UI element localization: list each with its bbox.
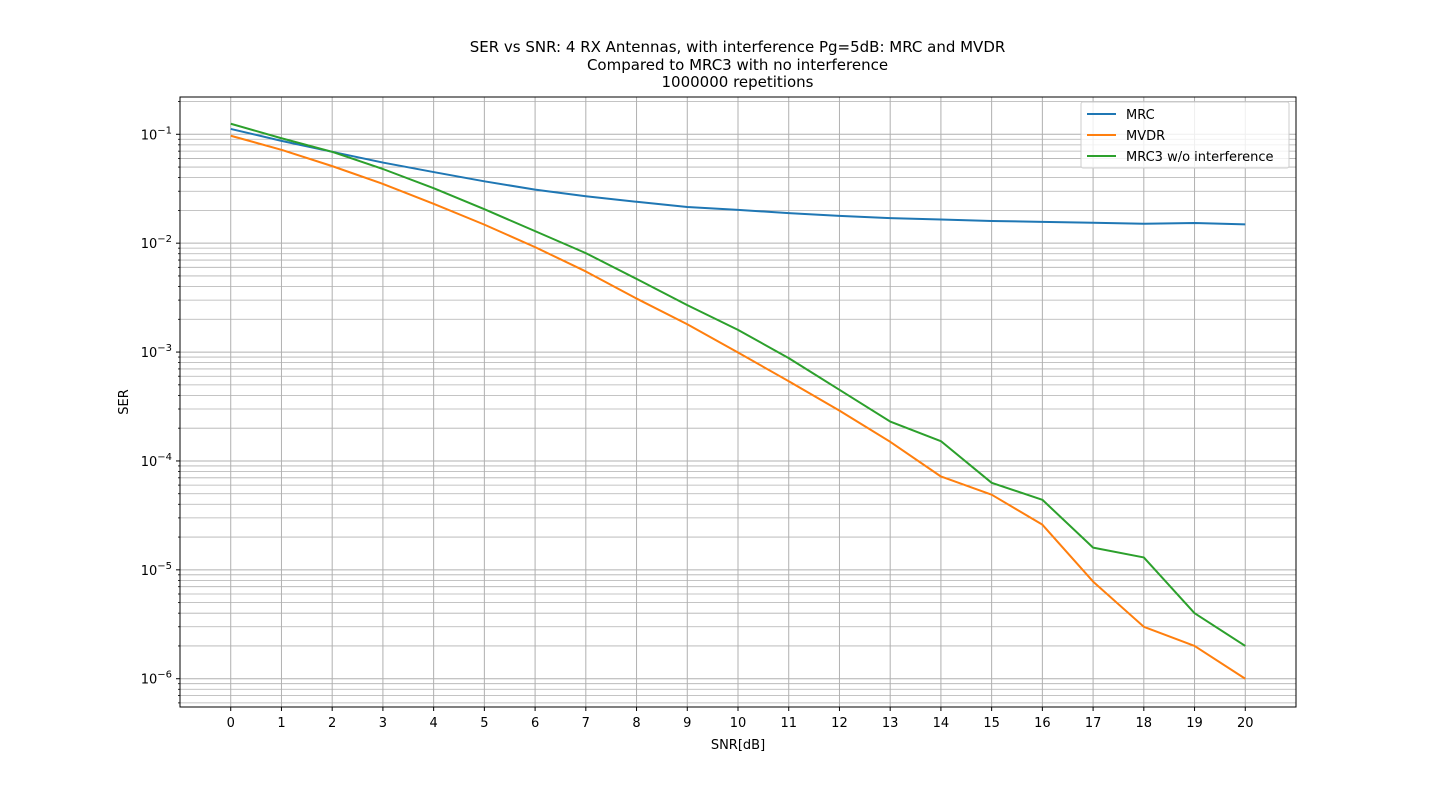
x-tick-label: 18 bbox=[1136, 716, 1153, 731]
x-tick-label: 10 bbox=[730, 716, 747, 731]
y-tick-label: 10−1 bbox=[141, 125, 172, 143]
chart-title-line-1: SER vs SNR: 4 RX Antennas, with interfer… bbox=[469, 38, 1006, 56]
y-tick-label: 10−2 bbox=[141, 234, 172, 252]
x-tick-label: 13 bbox=[882, 716, 899, 731]
y-tick-label: 10−6 bbox=[141, 670, 172, 688]
x-tick-label: 12 bbox=[831, 716, 848, 731]
legend-label-0: MRC bbox=[1126, 108, 1155, 123]
x-tick-label: 17 bbox=[1085, 716, 1102, 731]
legend-box bbox=[1080, 101, 1290, 169]
x-axis-title: SNR[dB] bbox=[711, 738, 765, 753]
y-tick-label: 10−3 bbox=[141, 343, 172, 361]
x-tick-label: 11 bbox=[780, 716, 797, 731]
legend-label-1: MVDR bbox=[1126, 129, 1165, 144]
x-tick-label: 2 bbox=[328, 716, 336, 731]
x-tick-label: 0 bbox=[227, 716, 235, 731]
legend-label-2: MRC3 w/o interference bbox=[1126, 150, 1274, 165]
x-tick-label: 6 bbox=[531, 716, 539, 731]
x-tick-label: 8 bbox=[632, 716, 640, 731]
x-tick-label: 15 bbox=[983, 716, 1000, 731]
x-tick-label: 5 bbox=[480, 716, 488, 731]
chart-title-line-3: 1000000 repetitions bbox=[661, 73, 814, 91]
grid-layer bbox=[180, 97, 1296, 707]
chart-title-line-2: Compared to MRC3 with no interference bbox=[586, 56, 889, 74]
x-tick-label: 3 bbox=[379, 716, 387, 731]
y-tick-label: 10−5 bbox=[141, 561, 172, 579]
x-tick-label: 9 bbox=[683, 716, 691, 731]
x-tick-label: 14 bbox=[933, 716, 950, 731]
y-axis-title: SER bbox=[117, 389, 132, 415]
series-line-0 bbox=[230, 127, 1246, 226]
series-line-1 bbox=[230, 134, 1246, 680]
series-line-2 bbox=[230, 122, 1246, 647]
x-tick-label: 16 bbox=[1034, 716, 1051, 731]
x-tick-label: 4 bbox=[429, 716, 437, 731]
x-tick-label: 7 bbox=[582, 716, 590, 731]
series-layer bbox=[230, 122, 1246, 680]
tick-layer: 0 1 2 3 4 5 6 7 8 9 10 11 12 13 14 15 16 17 18 19 2010−610−5… bbox=[141, 101, 1254, 731]
x-tick-label: 1 bbox=[277, 716, 285, 731]
y-tick-label: 10−4 bbox=[141, 452, 172, 470]
legend: MRC MVDR MRC3 w/o interference bbox=[1080, 101, 1290, 169]
x-tick-label: 19 bbox=[1186, 716, 1203, 731]
x-tick-label: 20 bbox=[1237, 716, 1254, 731]
